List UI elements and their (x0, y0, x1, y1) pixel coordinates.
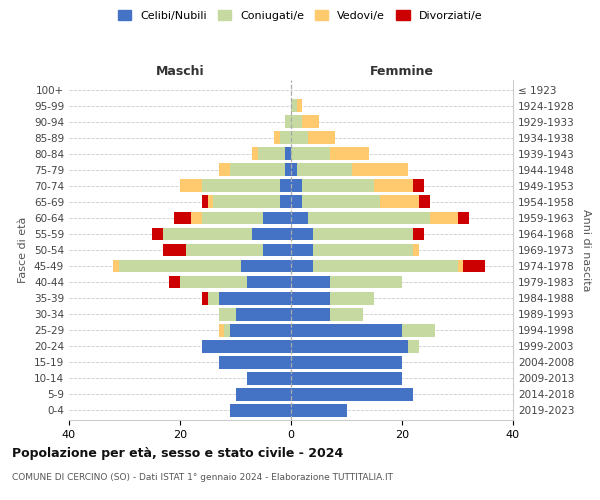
Bar (152, 228, 163, 240)
Bar (296, 164, 352, 176)
Bar (291, 164, 296, 176)
Text: Maschi: Maschi (155, 64, 205, 78)
Bar (258, 148, 286, 160)
Bar (274, 132, 280, 144)
Bar (219, 292, 291, 304)
Bar (230, 164, 286, 176)
Bar (296, 99, 302, 112)
Bar (224, 324, 230, 336)
Bar (286, 148, 291, 160)
Bar (247, 276, 291, 288)
Bar (402, 324, 436, 336)
Bar (208, 292, 219, 304)
Text: COMUNE DI CERCINO (SO) - Dati ISTAT 1° gennaio 2024 - Elaborazione TUTTITALIA.IT: COMUNE DI CERCINO (SO) - Dati ISTAT 1° g… (12, 472, 393, 482)
Text: Femmine: Femmine (370, 64, 434, 78)
Bar (330, 148, 369, 160)
Bar (291, 260, 313, 272)
Bar (230, 324, 291, 336)
Y-axis label: Fasce di età: Fasce di età (19, 217, 28, 283)
Bar (252, 148, 258, 160)
Bar (291, 324, 402, 336)
Bar (308, 212, 430, 224)
Bar (291, 99, 296, 112)
Bar (463, 260, 485, 272)
Bar (219, 324, 224, 336)
Bar (202, 340, 291, 352)
Bar (263, 212, 291, 224)
Bar (286, 164, 291, 176)
Bar (291, 276, 330, 288)
Bar (213, 196, 280, 208)
Bar (202, 212, 263, 224)
Bar (219, 164, 230, 176)
Bar (291, 212, 308, 224)
Bar (291, 292, 330, 304)
Bar (280, 132, 291, 144)
Bar (180, 180, 202, 192)
Bar (263, 244, 291, 256)
Bar (241, 260, 291, 272)
Bar (202, 180, 280, 192)
Bar (313, 260, 458, 272)
Bar (313, 228, 413, 240)
Bar (291, 132, 308, 144)
Bar (458, 212, 469, 224)
Bar (219, 308, 235, 320)
Bar (330, 292, 374, 304)
Bar (291, 244, 313, 256)
Bar (291, 372, 402, 384)
Bar (330, 308, 363, 320)
Bar (313, 244, 413, 256)
Bar (302, 180, 374, 192)
Bar (291, 116, 302, 128)
Bar (413, 180, 424, 192)
Bar (280, 196, 291, 208)
Bar (308, 132, 335, 144)
Bar (413, 244, 419, 256)
Bar (352, 164, 407, 176)
Bar (291, 388, 413, 401)
Bar (208, 196, 214, 208)
Bar (169, 276, 180, 288)
Bar (202, 292, 208, 304)
Bar (380, 196, 419, 208)
Bar (302, 116, 319, 128)
Bar (374, 180, 413, 192)
Bar (202, 196, 208, 208)
Bar (163, 228, 252, 240)
Bar (219, 356, 291, 368)
Bar (119, 260, 241, 272)
Bar (430, 212, 458, 224)
Bar (280, 180, 291, 192)
Bar (230, 404, 291, 417)
Bar (235, 388, 291, 401)
Bar (163, 244, 185, 256)
Bar (291, 404, 347, 417)
Bar (458, 260, 463, 272)
Bar (175, 212, 191, 224)
Bar (291, 228, 313, 240)
Text: Popolazione per età, sesso e stato civile - 2024: Popolazione per età, sesso e stato civil… (12, 448, 343, 460)
Bar (191, 212, 202, 224)
Bar (302, 196, 380, 208)
Bar (413, 228, 424, 240)
Bar (247, 372, 291, 384)
Legend: Celibi/Nubili, Coniugati/e, Vedovi/e, Divorziati/e: Celibi/Nubili, Coniugati/e, Vedovi/e, Di… (113, 6, 487, 25)
Bar (407, 340, 419, 352)
Bar (291, 180, 302, 192)
Bar (113, 260, 119, 272)
Bar (291, 308, 330, 320)
Bar (419, 196, 430, 208)
Y-axis label: Anni di nascita: Anni di nascita (581, 208, 591, 291)
Bar (185, 244, 263, 256)
Bar (291, 340, 407, 352)
Bar (330, 276, 402, 288)
Bar (235, 308, 291, 320)
Bar (291, 356, 402, 368)
Bar (286, 116, 291, 128)
Bar (291, 148, 330, 160)
Bar (252, 228, 291, 240)
Bar (180, 276, 247, 288)
Bar (291, 196, 302, 208)
